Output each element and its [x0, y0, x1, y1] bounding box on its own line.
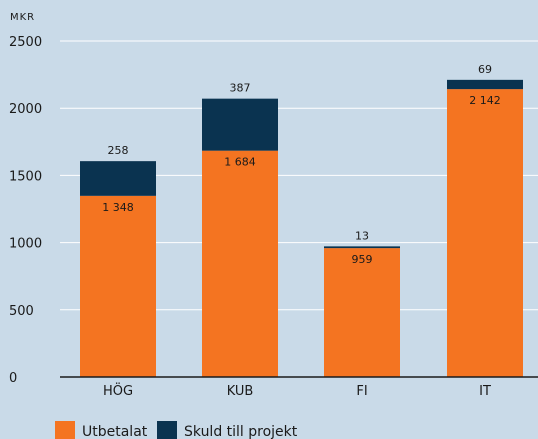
- value-label: 959: [352, 253, 373, 266]
- x-axis-labels: HÖG KUB FI IT: [103, 382, 491, 399]
- x-tick-label: IT: [479, 384, 491, 399]
- x-tick-label: FI: [356, 384, 367, 399]
- legend-label: Utbetalat: [82, 424, 148, 439]
- y-tick-label: 1000: [9, 237, 42, 252]
- value-label: 69: [478, 63, 492, 76]
- bars: [80, 79, 523, 377]
- legend-swatch: [55, 421, 75, 439]
- bar-segment-utbetalat: [202, 150, 278, 377]
- legend: Utbetalat Skuld till projekt: [55, 421, 298, 439]
- value-label: 2 142: [469, 94, 501, 107]
- value-label: 1 684: [224, 156, 256, 169]
- unit-label: MKR: [10, 12, 35, 23]
- y-axis-ticks: 0 500 1000 1500 2000 2500: [9, 35, 42, 386]
- bar-segment-utbetalat: [80, 195, 156, 377]
- value-labels: 1 348 258 1 684 387 959 13 2 142 69: [102, 63, 501, 266]
- bar-segment-utbetalat: [447, 89, 523, 377]
- value-label: 13: [355, 229, 369, 242]
- value-label: 258: [108, 144, 129, 157]
- bar-segment-skuld: [80, 161, 156, 196]
- y-tick-label: 500: [9, 304, 34, 319]
- y-tick-label: 1500: [9, 169, 42, 184]
- bar-segment-skuld: [447, 79, 523, 90]
- bar-segment-skuld: [202, 98, 278, 151]
- y-tick-label: 2500: [9, 35, 42, 50]
- value-label: 1 348: [102, 201, 134, 214]
- bar-segment-utbetalat: [324, 248, 400, 377]
- value-label: 387: [230, 82, 251, 95]
- bar-segment-skuld: [324, 246, 400, 249]
- x-tick-label: KUB: [227, 384, 254, 399]
- x-tick-label: HÖG: [103, 382, 133, 399]
- legend-swatch: [157, 421, 177, 439]
- y-tick-label: 0: [9, 371, 17, 386]
- y-tick-label: 2000: [9, 102, 42, 117]
- legend-label: Skuld till projekt: [184, 424, 298, 439]
